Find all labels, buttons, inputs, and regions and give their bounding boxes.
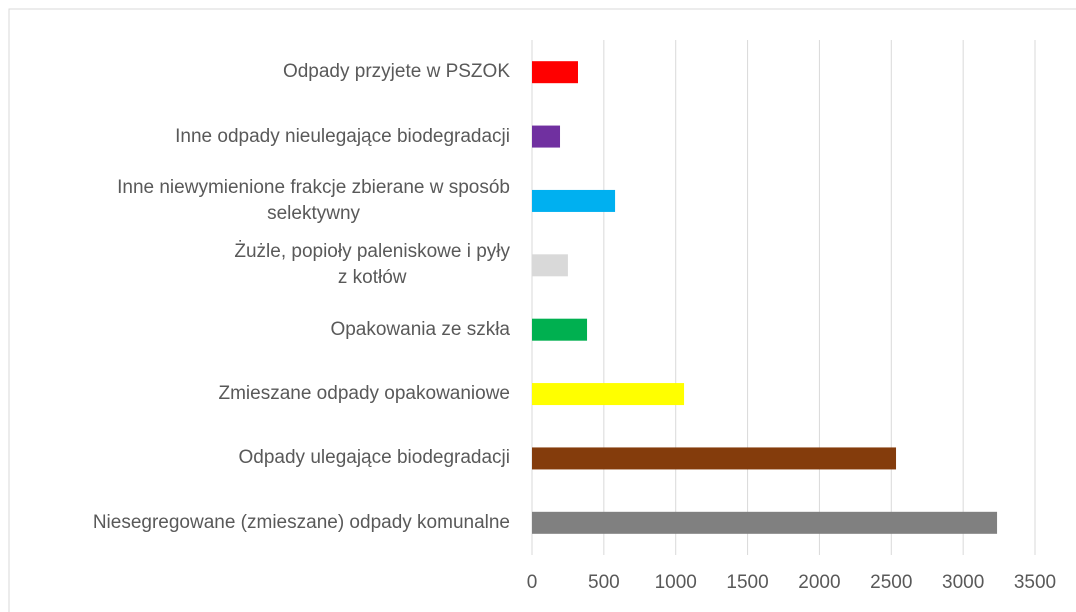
y-tick-label: Inne odpady nieulegające biodegradacji — [175, 125, 510, 147]
bar — [532, 254, 568, 277]
y-tick-label: Inne niewymienione frakcje zbierane w sp… — [117, 176, 510, 224]
y-tick-label: Odpady ulegające biodegradacji — [238, 447, 510, 469]
bar — [532, 511, 998, 534]
bar — [532, 189, 616, 212]
y-tick-label: Żużle, popioły paleniskowe i pyły z kotł… — [234, 241, 510, 289]
bar — [532, 318, 588, 341]
x-tick-label: 2500 — [870, 572, 912, 593]
x-tick-label: 500 — [588, 572, 620, 593]
bar — [532, 383, 685, 406]
x-tick-label: 3500 — [1014, 572, 1056, 593]
chart-frame — [8, 8, 1076, 612]
bar — [532, 447, 897, 470]
x-tick-label: 3000 — [942, 572, 984, 593]
x-tick-label: 0 — [527, 572, 538, 593]
y-tick-label: Opakowania ze szkła — [330, 318, 510, 340]
bar — [532, 61, 578, 84]
y-tick-label: Odpady przyjete w PSZOK — [282, 61, 510, 83]
x-tick-label: 1500 — [726, 572, 768, 593]
x-tick-label: 1000 — [655, 572, 697, 593]
y-tick-label: Zmieszane odpady opakowaniowe — [218, 383, 510, 405]
y-tick-label: Niesegregowane (zmieszane) odpady komuna… — [92, 511, 510, 533]
x-tick-label: 2000 — [798, 572, 840, 593]
bar — [532, 125, 561, 148]
